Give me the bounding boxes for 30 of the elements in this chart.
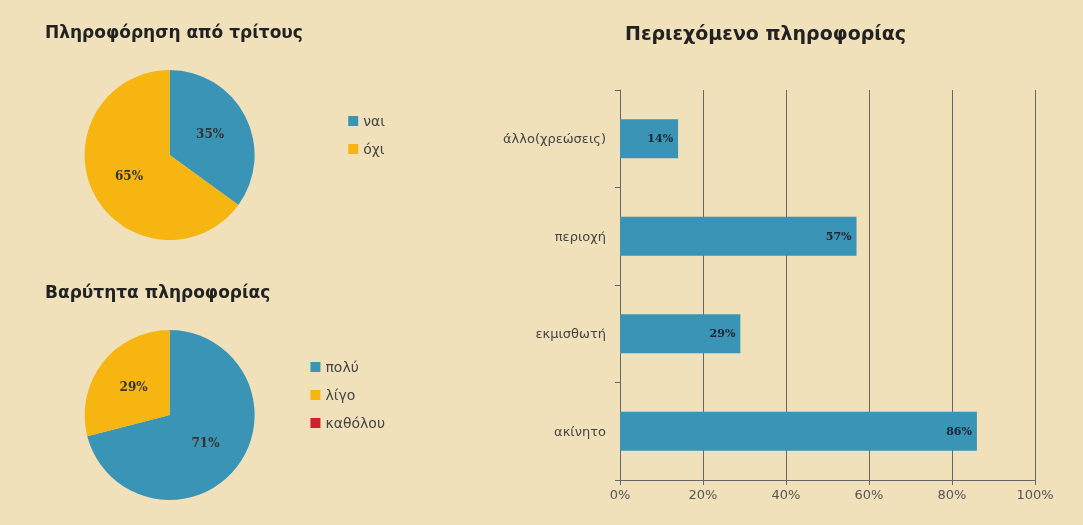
legend-label: πολύ — [325, 359, 359, 375]
data-label: 57% — [825, 229, 853, 243]
legend-label: ναι — [363, 113, 386, 129]
y-tick-label: άλλο(χρεώσεις) — [502, 131, 606, 147]
x-tick-label: 80% — [937, 487, 967, 502]
legend-label: λίγο — [325, 387, 356, 403]
chart-title: Βαρύτητα πληροφορίας — [45, 281, 271, 302]
x-tick-label: 40% — [771, 487, 801, 502]
chart-title: Πληροφόρηση από τρίτους — [45, 21, 303, 42]
data-label: 86% — [946, 424, 973, 438]
x-tick-label: 0% — [609, 487, 631, 502]
bar — [620, 314, 741, 354]
data-label: 14% — [647, 132, 674, 146]
data-label: 29% — [709, 327, 736, 341]
data-label: 29% — [119, 380, 149, 395]
x-tick-label: 20% — [688, 487, 718, 502]
y-tick-label: περιοχή — [554, 228, 606, 244]
data-label: 65% — [115, 168, 144, 183]
legend-label: όχι — [363, 141, 385, 157]
bar — [620, 119, 679, 159]
y-tick-label: εκμισθωτή — [535, 326, 606, 342]
data-label: 71% — [191, 435, 221, 450]
chart-title: Περιεχόμενο πληροφορίας — [625, 21, 907, 44]
legend-label: καθόλου — [325, 415, 385, 431]
x-tick-label: 60% — [854, 487, 884, 502]
bar — [620, 411, 977, 451]
x-tick-label: 100% — [1016, 487, 1054, 502]
y-tick-label: ακίνητο — [554, 423, 607, 439]
bar — [620, 216, 857, 256]
data-label: 35% — [196, 127, 225, 142]
